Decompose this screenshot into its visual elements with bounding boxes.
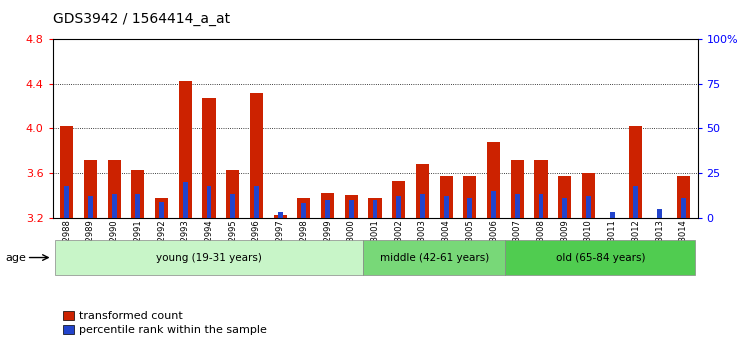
Bar (112, 194, 117, 218)
Bar (155, 198, 168, 218)
Bar (159, 202, 164, 218)
Bar (302, 204, 306, 218)
Bar (55, 240, 363, 275)
Bar (226, 170, 239, 218)
Bar (349, 200, 354, 218)
Bar (657, 209, 662, 218)
Text: old (65-84 years): old (65-84 years) (556, 252, 645, 263)
Bar (676, 176, 690, 218)
Bar (274, 216, 286, 218)
Bar (506, 240, 695, 275)
Text: GDS3942 / 1564414_a_at: GDS3942 / 1564414_a_at (53, 12, 230, 27)
Bar (538, 194, 544, 218)
Text: middle (42-61 years): middle (42-61 years) (380, 252, 489, 263)
Bar (444, 196, 448, 218)
Bar (88, 196, 93, 218)
Bar (487, 142, 500, 218)
Bar (108, 160, 121, 218)
Bar (136, 194, 140, 218)
Bar (363, 240, 506, 275)
Bar (202, 98, 215, 218)
Bar (467, 198, 472, 218)
Bar (558, 176, 572, 218)
Bar (392, 181, 405, 218)
Bar (183, 182, 188, 218)
Text: age: age (6, 252, 27, 263)
Bar (373, 200, 377, 218)
Bar (297, 198, 310, 218)
Bar (681, 198, 686, 218)
Bar (610, 212, 614, 218)
Bar (416, 164, 429, 218)
Bar (511, 160, 524, 218)
Bar (562, 198, 567, 218)
Legend: transformed count, percentile rank within the sample: transformed count, percentile rank withi… (58, 307, 272, 339)
Bar (325, 200, 330, 218)
Text: young (19-31 years): young (19-31 years) (156, 252, 262, 263)
Bar (60, 126, 74, 218)
Bar (131, 170, 145, 218)
Bar (345, 195, 358, 218)
Bar (464, 176, 476, 218)
Bar (254, 185, 259, 218)
Bar (535, 160, 548, 218)
Bar (64, 185, 69, 218)
Bar (514, 194, 520, 218)
Bar (420, 194, 425, 218)
Bar (440, 176, 453, 218)
Bar (250, 93, 263, 218)
Bar (178, 81, 192, 218)
Bar (586, 196, 591, 218)
Bar (278, 212, 283, 218)
Bar (633, 185, 638, 218)
Bar (396, 196, 401, 218)
Bar (491, 191, 496, 218)
Bar (206, 185, 212, 218)
Bar (84, 160, 97, 218)
Bar (321, 193, 334, 218)
Bar (582, 173, 595, 218)
Bar (629, 126, 642, 218)
Bar (230, 194, 236, 218)
Bar (368, 198, 382, 218)
